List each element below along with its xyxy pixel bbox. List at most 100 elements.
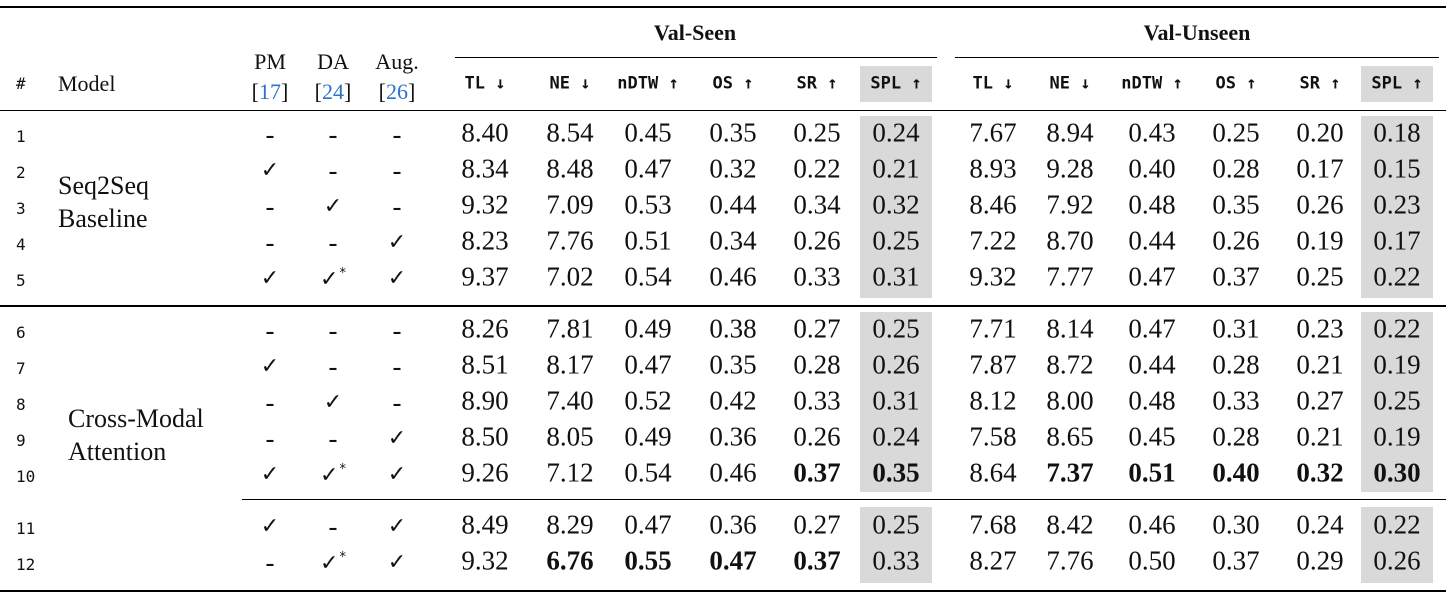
val-seen-cell: 0.26 — [872, 349, 920, 380]
aug-flag: - — [392, 191, 402, 222]
val-seen-cell: 0.24 — [872, 421, 920, 452]
pm-flag: - — [265, 227, 275, 258]
val-unseen-metric-header: nDTW ↑ — [1121, 73, 1183, 94]
val-unseen-cell: 7.76 — [1046, 545, 1094, 576]
aug-header: Aug. — [375, 49, 419, 74]
val-unseen-cell: 8.42 — [1046, 509, 1094, 540]
val-seen-cell: 8.40 — [461, 117, 509, 148]
val-unseen-cell: 0.19 — [1373, 421, 1421, 452]
val-unseen-cell: 8.70 — [1046, 225, 1094, 256]
val-unseen-cell: 0.30 — [1373, 457, 1421, 488]
aug-flag: - — [392, 315, 402, 346]
val-unseen-cell: 7.22 — [969, 225, 1017, 256]
val-seen-metric-header: nDTW ↑ — [617, 73, 679, 94]
val-seen-cell: 0.33 — [872, 545, 920, 576]
val-unseen-cell: 0.37 — [1212, 261, 1260, 292]
val-seen-cell: 0.54 — [624, 457, 672, 488]
da-flag: - — [328, 511, 338, 542]
row-index: 3 — [16, 199, 26, 218]
val-seen-cell: 8.26 — [461, 313, 509, 344]
val-seen-cell: 0.55 — [624, 545, 672, 576]
val-unseen-cell: 0.30 — [1212, 509, 1260, 540]
val-seen-cell: 0.25 — [872, 225, 920, 256]
group-rule — [0, 305, 1446, 307]
val-unseen-cell: 7.87 — [969, 349, 1017, 380]
val-unseen-cell: 8.65 — [1046, 421, 1094, 452]
val-seen-cell: 0.25 — [872, 313, 920, 344]
val-seen-cell: 8.90 — [461, 385, 509, 416]
val-unseen-metric-header: OS ↑ — [1215, 73, 1257, 94]
pm-flag: ✓ — [260, 158, 280, 183]
val-seen-cell: 7.12 — [546, 457, 594, 488]
val-unseen-cell: 0.26 — [1212, 225, 1260, 256]
val-unseen-cell: 7.71 — [969, 313, 1017, 344]
val-seen-cell: 0.28 — [793, 349, 841, 380]
val-seen-cell: 0.47 — [709, 545, 757, 576]
aug-flag: ✓ — [387, 426, 407, 451]
aug-cite-link[interactable]: 26 — [386, 79, 408, 104]
val-unseen-underline — [955, 57, 1439, 58]
val-unseen-metric-header: SR ↑ — [1299, 73, 1341, 94]
val-seen-cell: 9.32 — [461, 545, 509, 576]
pm-flag: ✓ — [260, 266, 280, 291]
val-seen-cell: 0.51 — [624, 225, 672, 256]
val-seen-cell: 9.32 — [461, 189, 509, 220]
val-unseen-cell: 8.14 — [1046, 313, 1094, 344]
val-unseen-cell: 0.26 — [1373, 545, 1421, 576]
aug-flag: ✓ — [387, 550, 407, 575]
da-flag: ✓ — [323, 390, 343, 415]
val-seen-cell: 7.40 — [546, 385, 594, 416]
val-unseen-header: Val-Unseen — [1143, 20, 1251, 45]
pm-flag: - — [265, 387, 275, 418]
val-seen-cell: 0.24 — [872, 117, 920, 148]
val-unseen-cell: 9.28 — [1046, 153, 1094, 184]
val-seen-cell: 0.35 — [709, 117, 757, 148]
row-index: 12 — [16, 555, 36, 574]
val-seen-cell: 0.33 — [793, 261, 841, 292]
val-seen-cell: 0.47 — [624, 349, 672, 380]
spl-seen-highlight-block2 — [860, 312, 932, 492]
val-seen-cell: 0.46 — [709, 457, 757, 488]
pm-flag: ✓ — [260, 514, 280, 539]
val-seen-cell: 8.51 — [461, 349, 509, 380]
val-unseen-cell: 0.43 — [1128, 117, 1176, 148]
val-seen-cell: 0.44 — [709, 189, 757, 220]
val-unseen-cell: 8.27 — [969, 545, 1017, 576]
pm-flag: ✓ — [260, 354, 280, 379]
val-seen-cell: 0.47 — [624, 509, 672, 540]
da-cite-link[interactable]: 24 — [322, 79, 344, 104]
val-seen-cell: 0.21 — [872, 153, 920, 184]
val-unseen-cell: 7.92 — [1046, 189, 1094, 220]
aug-flag: - — [392, 351, 402, 382]
top-rule — [0, 6, 1446, 8]
val-unseen-cell: 0.25 — [1373, 385, 1421, 416]
pm-flag: ✓ — [260, 462, 280, 487]
val-unseen-cell: 0.24 — [1296, 509, 1344, 540]
val-unseen-cell: 8.12 — [969, 385, 1017, 416]
val-unseen-cell: 0.40 — [1128, 153, 1176, 184]
da-header: DA — [317, 49, 349, 74]
val-unseen-cell: 7.37 — [1046, 457, 1094, 488]
val-seen-cell: 8.29 — [546, 509, 594, 540]
val-seen-cell: 8.34 — [461, 153, 509, 184]
val-seen-cell: 0.45 — [624, 117, 672, 148]
model-header: Model — [58, 71, 116, 96]
pm-cite-link[interactable]: 17 — [259, 79, 281, 104]
val-unseen-cell: 7.68 — [969, 509, 1017, 540]
bottom-rule — [0, 590, 1446, 592]
val-unseen-cell: 0.22 — [1373, 313, 1421, 344]
val-seen-cell: 7.76 — [546, 225, 594, 256]
val-unseen-cell: 0.51 — [1128, 457, 1176, 488]
val-seen-cell: 8.50 — [461, 421, 509, 452]
spl-seen-header-highlight — [860, 66, 932, 102]
val-unseen-cell: 0.22 — [1373, 509, 1421, 540]
val-seen-metric-header: OS ↑ — [712, 73, 754, 94]
val-seen-cell: 0.34 — [709, 225, 757, 256]
val-seen-cell: 8.05 — [546, 421, 594, 452]
val-unseen-cell: 0.31 — [1212, 313, 1260, 344]
aug-flag: - — [392, 155, 402, 186]
row-index: 9 — [16, 431, 26, 450]
val-unseen-cell: 0.48 — [1128, 189, 1176, 220]
val-seen-metric-header: NE ↓ — [549, 73, 591, 94]
val-unseen-cell: 0.33 — [1212, 385, 1260, 416]
